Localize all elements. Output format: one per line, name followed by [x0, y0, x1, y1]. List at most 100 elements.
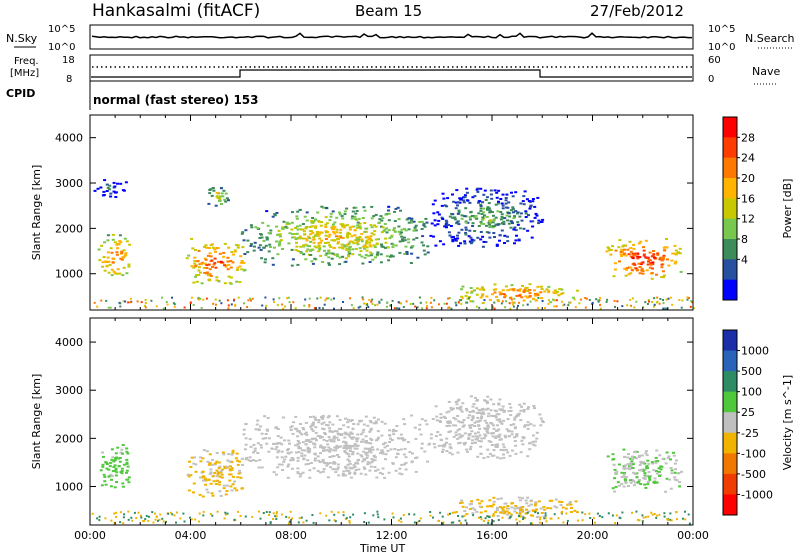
data-cell	[381, 451, 385, 454]
data-cell	[613, 477, 616, 480]
data-cell	[498, 291, 502, 294]
data-cell	[346, 421, 350, 424]
data-cell	[403, 253, 407, 255]
data-cell	[413, 226, 417, 229]
data-cell	[333, 226, 337, 229]
x-tick-label: 08:00	[275, 529, 307, 542]
data-cell	[624, 254, 628, 257]
data-cell	[676, 252, 680, 255]
data-cell	[274, 515, 277, 518]
data-cell	[220, 473, 224, 476]
data-cell	[471, 225, 475, 227]
data-cell	[468, 218, 472, 221]
data-cell	[481, 293, 485, 296]
data-cell	[489, 398, 493, 401]
scatter-region	[186, 449, 244, 498]
data-cell	[639, 483, 643, 485]
colorbar-swatch	[723, 330, 737, 352]
data-cell	[112, 181, 116, 184]
data-cell	[537, 500, 541, 503]
data-cell	[646, 459, 650, 462]
data-cell	[124, 254, 128, 257]
data-cell	[611, 453, 615, 456]
data-cell	[357, 225, 361, 228]
data-cell	[673, 462, 677, 465]
data-cell	[312, 415, 316, 418]
colorbar-swatch	[723, 350, 737, 372]
data-cell	[418, 428, 422, 431]
data-cell	[96, 305, 99, 308]
cpid-label: CPID	[6, 87, 35, 100]
data-cell	[397, 301, 400, 304]
data-cell	[410, 414, 414, 417]
data-cell	[296, 210, 300, 213]
data-cell	[481, 216, 485, 219]
data-cell	[320, 422, 324, 425]
data-cell	[276, 466, 280, 469]
data-cell	[394, 469, 398, 472]
data-cell	[667, 455, 671, 458]
data-cell	[513, 436, 516, 439]
data-cell	[505, 193, 509, 196]
data-cell	[513, 297, 516, 300]
data-cell	[389, 304, 392, 307]
data-cell	[665, 298, 668, 301]
data-cell	[123, 237, 127, 240]
data-cell	[667, 519, 670, 521]
data-cell	[289, 510, 292, 513]
data-cell	[229, 266, 233, 269]
data-cell	[511, 222, 514, 225]
data-cell	[273, 213, 277, 216]
data-cell	[198, 493, 202, 496]
data-cell	[235, 452, 239, 455]
data-cell	[137, 511, 140, 514]
data-cell	[633, 263, 637, 266]
data-cell	[636, 518, 639, 521]
data-cell	[486, 415, 490, 418]
data-cell	[669, 296, 672, 299]
data-cell	[294, 451, 298, 454]
data-cell	[252, 443, 256, 446]
data-cell	[127, 510, 130, 513]
data-cell	[99, 469, 103, 472]
data-cell	[173, 305, 176, 308]
data-cell	[526, 424, 530, 427]
data-cell	[140, 301, 143, 304]
data-cell	[654, 470, 658, 473]
data-cell	[107, 306, 110, 309]
data-cell	[521, 497, 524, 500]
data-cell	[307, 462, 310, 465]
data-cell	[402, 418, 406, 421]
data-cell	[534, 509, 537, 512]
data-cell	[498, 418, 502, 421]
data-cell	[521, 443, 525, 446]
data-cell	[346, 458, 350, 461]
data-cell	[678, 481, 682, 483]
data-cell	[328, 233, 332, 236]
data-cell	[648, 266, 652, 269]
data-cell	[290, 228, 294, 231]
data-cell	[480, 518, 483, 521]
data-cell	[496, 429, 500, 432]
data-cell	[451, 216, 455, 219]
data-cell	[540, 221, 544, 223]
data-cell	[308, 245, 312, 248]
data-cell	[408, 513, 411, 516]
data-cell	[513, 507, 517, 510]
data-cell	[220, 203, 223, 205]
data-cell	[421, 235, 425, 238]
data-cell	[579, 298, 582, 301]
data-cell	[367, 442, 371, 445]
data-cell	[479, 209, 483, 212]
data-cell	[633, 481, 637, 484]
data-cell	[348, 252, 352, 255]
data-cell	[534, 212, 538, 215]
data-cell	[275, 512, 278, 515]
data-cell	[385, 227, 389, 230]
data-cell	[339, 228, 343, 231]
colorbar-swatch	[723, 218, 737, 240]
data-cell	[322, 450, 326, 452]
data-cell	[303, 449, 307, 452]
data-cell	[483, 189, 487, 192]
data-cell	[305, 250, 309, 253]
